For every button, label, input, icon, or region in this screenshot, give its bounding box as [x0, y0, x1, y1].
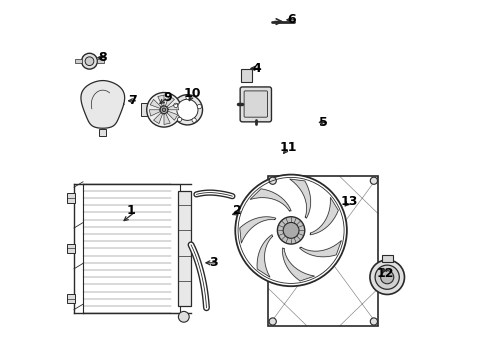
Text: 6: 6 — [287, 13, 295, 26]
Text: 12: 12 — [377, 267, 394, 280]
Circle shape — [283, 222, 299, 238]
Polygon shape — [81, 81, 124, 128]
Circle shape — [147, 93, 181, 127]
Circle shape — [197, 104, 201, 109]
Polygon shape — [240, 217, 276, 243]
Polygon shape — [164, 114, 170, 125]
Text: 5: 5 — [319, 116, 328, 129]
Circle shape — [177, 99, 198, 120]
Polygon shape — [168, 104, 179, 110]
Bar — [67, 294, 74, 303]
Polygon shape — [158, 95, 164, 106]
Circle shape — [173, 103, 178, 108]
Circle shape — [85, 57, 94, 66]
Bar — [67, 244, 74, 253]
Circle shape — [370, 318, 377, 325]
Polygon shape — [153, 113, 163, 123]
Polygon shape — [310, 197, 338, 235]
Circle shape — [192, 118, 196, 122]
Circle shape — [81, 53, 98, 69]
Bar — [269, 176, 378, 326]
Polygon shape — [149, 110, 160, 116]
Bar — [242, 69, 252, 82]
Bar — [382, 255, 392, 262]
FancyBboxPatch shape — [240, 87, 271, 122]
Circle shape — [375, 265, 399, 289]
Circle shape — [381, 271, 394, 284]
Bar — [67, 193, 74, 203]
Bar — [83, 184, 180, 313]
Text: 11: 11 — [279, 141, 297, 154]
Circle shape — [235, 175, 347, 286]
Bar — [99, 129, 106, 136]
Polygon shape — [167, 111, 178, 120]
Text: 3: 3 — [209, 256, 218, 269]
Text: 8: 8 — [98, 51, 106, 64]
Text: 10: 10 — [184, 87, 201, 100]
Text: 7: 7 — [128, 94, 137, 107]
Polygon shape — [282, 248, 315, 281]
Text: 4: 4 — [252, 62, 261, 75]
Circle shape — [370, 177, 377, 184]
FancyBboxPatch shape — [244, 91, 268, 117]
Bar — [178, 191, 191, 306]
Polygon shape — [166, 96, 174, 107]
Polygon shape — [257, 235, 272, 277]
Circle shape — [160, 106, 168, 114]
Polygon shape — [150, 99, 161, 108]
Circle shape — [172, 95, 202, 125]
Circle shape — [162, 108, 166, 112]
Circle shape — [269, 177, 276, 184]
Text: 2: 2 — [233, 204, 242, 217]
Text: 9: 9 — [163, 91, 172, 104]
Text: 13: 13 — [341, 195, 358, 208]
Circle shape — [177, 117, 182, 122]
Polygon shape — [250, 189, 291, 211]
Polygon shape — [290, 179, 311, 218]
Circle shape — [178, 311, 189, 322]
Text: 1: 1 — [126, 204, 135, 217]
Bar — [141, 103, 147, 116]
Bar — [97, 59, 103, 63]
Bar — [75, 59, 82, 63]
Circle shape — [269, 318, 276, 325]
Polygon shape — [299, 240, 342, 257]
Circle shape — [370, 260, 404, 294]
Circle shape — [186, 95, 190, 100]
Circle shape — [277, 217, 305, 244]
